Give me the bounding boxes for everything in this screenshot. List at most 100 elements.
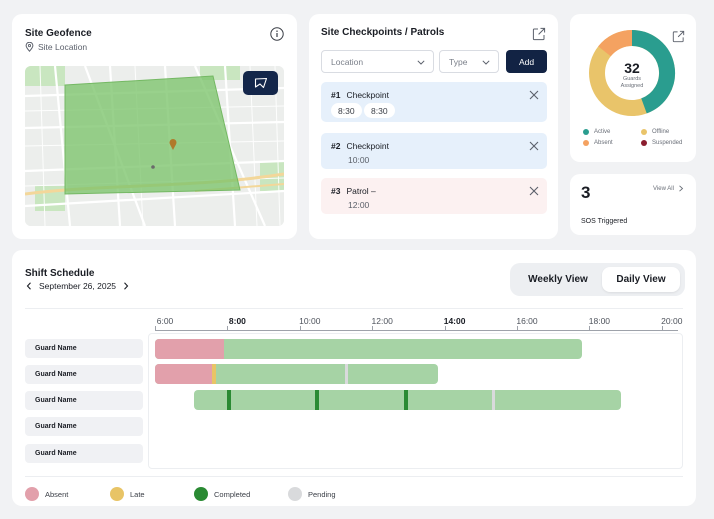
legend-absent-label: Absent <box>45 489 69 499</box>
daily-view-button[interactable]: Daily View <box>602 267 680 292</box>
completed-marker <box>227 390 231 410</box>
time-tick-mark <box>299 326 301 331</box>
geofence-title: Site Geofence <box>25 28 92 39</box>
type-select[interactable]: Type <box>439 50 499 73</box>
patrol-name: Patrol – <box>346 186 376 196</box>
guards-label-line1: Guards <box>622 76 642 82</box>
guard-name-row[interactable]: Guard Name <box>25 339 143 358</box>
map-graphic <box>25 66 284 226</box>
chevron-down-icon <box>482 60 490 65</box>
absent-dot <box>583 140 589 146</box>
completed-marker <box>404 390 408 410</box>
next-date-button[interactable] <box>123 282 129 290</box>
guards-assigned-card: 32 Guards Assigned Active Offline Absent… <box>570 14 696 162</box>
time-tick-mark <box>444 326 446 331</box>
time-tick-label: 10:00 <box>299 316 321 326</box>
checkpoint-item[interactable]: #1 Checkpoint 8:30 8:30 <box>321 82 547 122</box>
time-tick-label: 18:00 <box>588 316 611 326</box>
legend-late: Late <box>110 487 145 501</box>
shift-bar[interactable] <box>155 339 582 359</box>
close-icon[interactable] <box>529 183 539 201</box>
legend-pending: Pending <box>288 487 336 501</box>
donut-absent-segment <box>598 29 633 57</box>
location-pin-icon <box>25 42 34 52</box>
guard-name-row[interactable]: Guard Name <box>25 417 143 436</box>
chevron-down-icon <box>417 60 425 65</box>
time-tick-mark <box>227 326 229 331</box>
weekly-view-button[interactable]: Weekly View <box>514 267 602 292</box>
pending-marker <box>492 390 495 410</box>
legend-absent: Absent <box>25 487 68 501</box>
time-tick-mark <box>661 326 663 331</box>
time-tick-mark <box>155 326 156 331</box>
guards-count: 32 <box>624 60 640 76</box>
patrol-time: 12:00 <box>348 200 370 210</box>
legend-completed: Completed <box>194 487 250 501</box>
view-all-link[interactable]: View All <box>653 185 684 192</box>
date-navigator: September 26, 2025 <box>26 281 129 291</box>
absent-segment <box>155 364 212 384</box>
legend-active-label: Active <box>594 129 611 135</box>
patrol-number: #3 <box>331 186 341 196</box>
chevron-right-icon <box>124 282 129 290</box>
site-location-label: Site Location <box>38 42 88 52</box>
time-tick-mark <box>372 326 374 331</box>
view-toggle: Weekly View Daily View <box>510 263 685 296</box>
patrol-heading: #3 Patrol – <box>331 186 376 196</box>
checkpoints-card: Site Checkpoints / Patrols Location Type… <box>309 14 558 239</box>
checkpoint-time: 8:30 <box>364 103 395 118</box>
polygon-draw-icon <box>254 77 267 89</box>
legend-pending-label: Pending <box>308 489 336 499</box>
legend-absent: Absent <box>583 140 613 146</box>
checkpoint-name: Checkpoint <box>346 141 389 151</box>
time-tick-label: 16:00 <box>516 316 538 326</box>
time-tick-label: 6:00 <box>156 316 174 326</box>
timeline-grid <box>148 333 683 469</box>
active-dot <box>583 129 589 135</box>
legend-completed-label: Completed <box>214 489 251 499</box>
external-link-icon[interactable] <box>671 29 686 44</box>
pending-swatch <box>288 487 302 501</box>
time-tick-label: 12:00 <box>371 316 393 326</box>
chevron-right-icon <box>679 185 684 192</box>
legend-late-label: Late <box>130 489 145 499</box>
location-select[interactable]: Location <box>321 50 434 73</box>
close-icon[interactable] <box>529 138 539 156</box>
late-swatch <box>110 487 124 501</box>
shift-bar[interactable] <box>194 390 621 410</box>
close-icon[interactable] <box>529 87 539 105</box>
pending-marker <box>345 364 348 384</box>
absent-segment <box>155 339 224 359</box>
draw-geofence-button[interactable] <box>243 71 278 95</box>
patrol-item[interactable]: #3 Patrol – 12:00 <box>321 178 547 214</box>
site-geofence-card: Site Geofence Site Location <box>12 14 297 239</box>
external-link-icon[interactable] <box>531 26 547 42</box>
checkpoint-item[interactable]: #2 Checkpoint 10:00 <box>321 133 547 169</box>
donut-active-segment <box>631 29 676 114</box>
time-tick-label: 14:00 <box>443 316 466 326</box>
checkpoints-title: Site Checkpoints / Patrols <box>321 27 445 38</box>
time-tick-label: 20:00 <box>661 316 683 326</box>
sos-label: SOS Triggered <box>581 218 628 225</box>
guards-donut-chart <box>589 29 676 116</box>
legend-offline: Offline <box>641 129 669 135</box>
sos-count: 3 <box>581 183 591 202</box>
schedule-title: Shift Schedule <box>25 268 95 279</box>
checkpoint-number: #2 <box>331 141 341 151</box>
legend-absent-label: Absent <box>594 140 613 146</box>
geofence-map[interactable] <box>25 66 284 226</box>
prev-date-button[interactable] <box>26 282 32 290</box>
info-icon[interactable] <box>269 26 284 41</box>
shift-bar[interactable] <box>155 364 438 384</box>
view-all-label: View All <box>653 185 674 192</box>
site-location: Site Location <box>25 42 87 52</box>
checkpoint-time: 10:00 <box>348 155 370 165</box>
time-tick-mark <box>589 326 591 331</box>
guard-name-row[interactable]: Guard Name <box>25 391 143 410</box>
chevron-left-icon <box>26 282 31 290</box>
suspended-dot <box>641 140 647 146</box>
guard-name-row[interactable]: Guard Name <box>25 365 143 384</box>
add-checkpoint-button[interactable]: Add <box>506 50 547 73</box>
time-tick-mark <box>517 326 518 331</box>
guard-name-row[interactable]: Guard Name <box>25 444 143 463</box>
